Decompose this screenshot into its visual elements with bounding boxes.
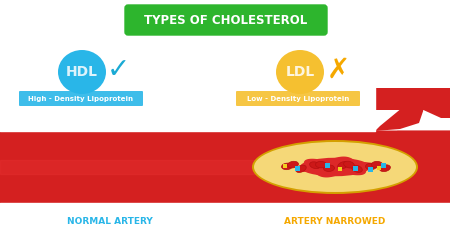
Bar xyxy=(168,176,172,180)
Bar xyxy=(381,163,386,168)
Bar xyxy=(368,167,373,172)
Ellipse shape xyxy=(338,162,348,169)
Bar xyxy=(283,164,287,168)
Text: LDL: LDL xyxy=(285,65,315,79)
Polygon shape xyxy=(150,88,450,131)
Ellipse shape xyxy=(276,50,324,94)
Text: ARTERY NARROWED: ARTERY NARROWED xyxy=(284,217,386,226)
Ellipse shape xyxy=(365,163,377,170)
FancyBboxPatch shape xyxy=(125,5,327,35)
Bar xyxy=(93,178,98,184)
Ellipse shape xyxy=(68,153,81,161)
Ellipse shape xyxy=(23,140,197,194)
Bar xyxy=(143,154,147,158)
Ellipse shape xyxy=(134,177,147,185)
Ellipse shape xyxy=(109,176,121,186)
Bar xyxy=(294,166,300,171)
Bar xyxy=(338,167,342,171)
Ellipse shape xyxy=(29,166,41,176)
Bar xyxy=(53,155,57,159)
Bar xyxy=(59,153,64,158)
Text: ✓: ✓ xyxy=(106,56,130,84)
Ellipse shape xyxy=(54,171,66,179)
Ellipse shape xyxy=(28,145,192,189)
Ellipse shape xyxy=(372,161,382,168)
Bar xyxy=(127,153,132,158)
Polygon shape xyxy=(375,88,450,131)
Polygon shape xyxy=(297,157,373,177)
Ellipse shape xyxy=(344,161,355,168)
Text: Low - Density Lipoprotein: Low - Density Lipoprotein xyxy=(247,96,349,102)
Ellipse shape xyxy=(45,175,58,183)
Ellipse shape xyxy=(352,165,362,172)
Bar xyxy=(377,166,381,170)
Ellipse shape xyxy=(62,151,74,160)
Ellipse shape xyxy=(166,151,178,159)
Bar xyxy=(37,157,42,161)
Text: NORMAL ARTERY: NORMAL ARTERY xyxy=(67,217,153,226)
Text: High - Density Lipoprotein: High - Density Lipoprotein xyxy=(28,96,134,102)
Bar xyxy=(103,178,107,182)
FancyBboxPatch shape xyxy=(236,91,360,106)
Bar xyxy=(162,171,167,177)
Ellipse shape xyxy=(300,158,370,176)
Bar xyxy=(135,157,140,161)
Ellipse shape xyxy=(252,140,418,194)
Text: ✗: ✗ xyxy=(326,56,350,84)
Ellipse shape xyxy=(282,163,292,170)
Ellipse shape xyxy=(39,156,51,166)
Ellipse shape xyxy=(113,173,126,181)
Text: TYPES OF CHOLESTEROL: TYPES OF CHOLESTEROL xyxy=(144,14,308,27)
Ellipse shape xyxy=(315,161,327,168)
Ellipse shape xyxy=(380,165,391,171)
Ellipse shape xyxy=(288,161,298,168)
Bar xyxy=(70,179,74,183)
Text: HDL: HDL xyxy=(66,65,98,79)
Ellipse shape xyxy=(171,168,184,176)
Ellipse shape xyxy=(152,177,164,185)
Ellipse shape xyxy=(310,162,320,169)
Ellipse shape xyxy=(296,165,306,172)
Ellipse shape xyxy=(119,148,131,158)
Bar xyxy=(352,166,357,171)
Ellipse shape xyxy=(254,142,416,192)
Bar xyxy=(108,175,112,179)
Ellipse shape xyxy=(76,148,88,158)
Ellipse shape xyxy=(324,165,334,171)
Ellipse shape xyxy=(144,169,156,179)
Ellipse shape xyxy=(84,169,96,177)
Ellipse shape xyxy=(99,154,111,164)
Bar xyxy=(48,171,53,175)
Ellipse shape xyxy=(58,50,106,94)
Bar xyxy=(158,178,162,182)
Ellipse shape xyxy=(159,154,171,162)
FancyBboxPatch shape xyxy=(19,91,143,106)
Ellipse shape xyxy=(129,157,141,165)
Bar xyxy=(77,158,82,162)
Ellipse shape xyxy=(91,177,104,185)
Bar xyxy=(324,163,329,168)
